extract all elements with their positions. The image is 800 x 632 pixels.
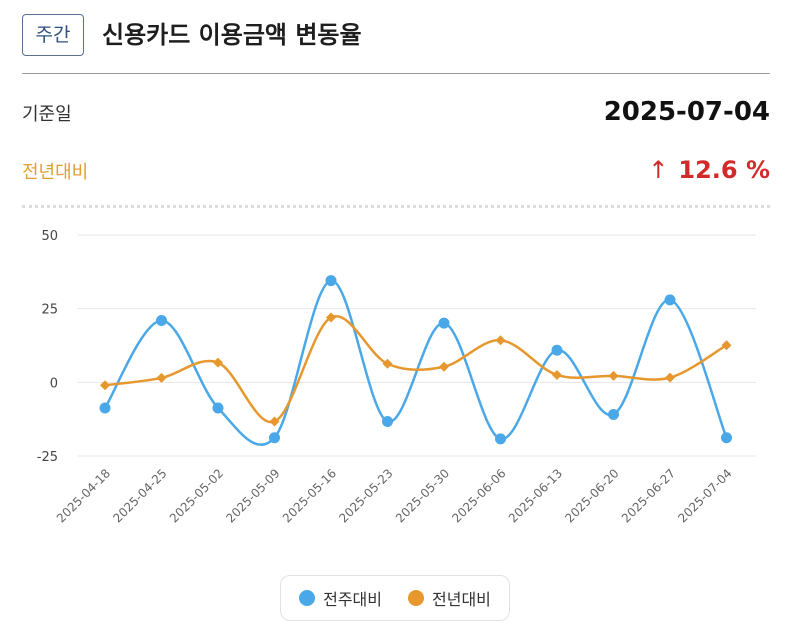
- up-arrow-icon: ↑: [648, 156, 669, 184]
- data-point: [551, 344, 563, 356]
- data-point: [608, 408, 619, 420]
- y-tick-label: -25: [37, 450, 58, 465]
- reference-date-value: 2025-07-04: [603, 97, 770, 127]
- x-tick-label: 2025-05-02: [167, 466, 226, 525]
- x-tick-label: 2025-04-25: [110, 466, 169, 525]
- data-point: [213, 357, 223, 368]
- data-point: [495, 433, 506, 445]
- legend-dot-icon: [299, 590, 316, 606]
- yoy-row: 전년대비 ↑ 12.6 %: [22, 152, 770, 192]
- x-tick-label: 2025-05-16: [280, 466, 339, 525]
- data-point: [721, 340, 732, 351]
- x-tick-label: 2025-06-20: [562, 466, 621, 525]
- data-point: [212, 402, 224, 414]
- reference-date-label: 기준일: [22, 104, 72, 125]
- x-tick-label: 2025-07-04: [675, 466, 734, 525]
- x-tick-label: 2025-05-30: [393, 466, 452, 525]
- legend-item-yoy[interactable]: 전년대비: [408, 586, 491, 610]
- reference-date-row: 기준일 2025-07-04: [22, 94, 770, 134]
- line-chart: 50250-252025-04-182025-04-252025-05-0220…: [37, 229, 756, 525]
- page-title: 신용카드 이용금액 변동율: [102, 21, 362, 49]
- data-point: [664, 294, 676, 306]
- x-tick-label: 2025-05-09: [223, 466, 282, 525]
- data-point: [552, 369, 562, 380]
- period-badge[interactable]: 주간: [22, 14, 84, 56]
- series-line: [104, 315, 728, 424]
- data-point: [269, 416, 280, 427]
- data-point: [382, 358, 393, 369]
- legend-dot-icon: [408, 590, 424, 606]
- x-tick-label: 2025-05-23: [336, 466, 395, 525]
- legend-item-wow[interactable]: 전주대비: [299, 586, 382, 610]
- data-point: [438, 317, 450, 329]
- data-point: [608, 370, 619, 381]
- x-tick-label: 2025-06-06: [449, 466, 508, 525]
- x-tick-label: 2025-06-27: [619, 466, 678, 525]
- data-point: [439, 361, 449, 372]
- y-tick-label: 25: [41, 303, 58, 318]
- legend-label-yoy: 전년대비: [432, 590, 491, 609]
- dotted-divider: [22, 205, 770, 208]
- yoy-value: ↑ 12.6 %: [648, 152, 770, 188]
- chart-legend: 전주대비 전년대비: [280, 575, 510, 621]
- x-tick-label: 2025-06-13: [506, 466, 565, 525]
- yoy-percent: 12.6 %: [678, 156, 770, 184]
- data-point: [100, 380, 110, 391]
- data-point: [269, 432, 280, 444]
- data-point: [325, 275, 337, 287]
- x-tick-label: 2025-04-18: [54, 466, 113, 525]
- data-point: [99, 402, 111, 414]
- data-point: [156, 314, 167, 326]
- legend-label-wow: 전주대비: [323, 590, 382, 609]
- data-point: [495, 335, 506, 346]
- yoy-label: 전년대비: [22, 162, 89, 183]
- y-tick-label: 50: [41, 229, 58, 244]
- data-point: [721, 432, 732, 444]
- data-point: [382, 416, 393, 428]
- header: 주간 신용카드 이용금액 변동율: [22, 14, 770, 74]
- data-point: [156, 372, 167, 383]
- data-point: [665, 372, 675, 383]
- data-point: [326, 312, 336, 323]
- y-tick-label: 0: [50, 376, 58, 391]
- header-divider: [22, 73, 770, 74]
